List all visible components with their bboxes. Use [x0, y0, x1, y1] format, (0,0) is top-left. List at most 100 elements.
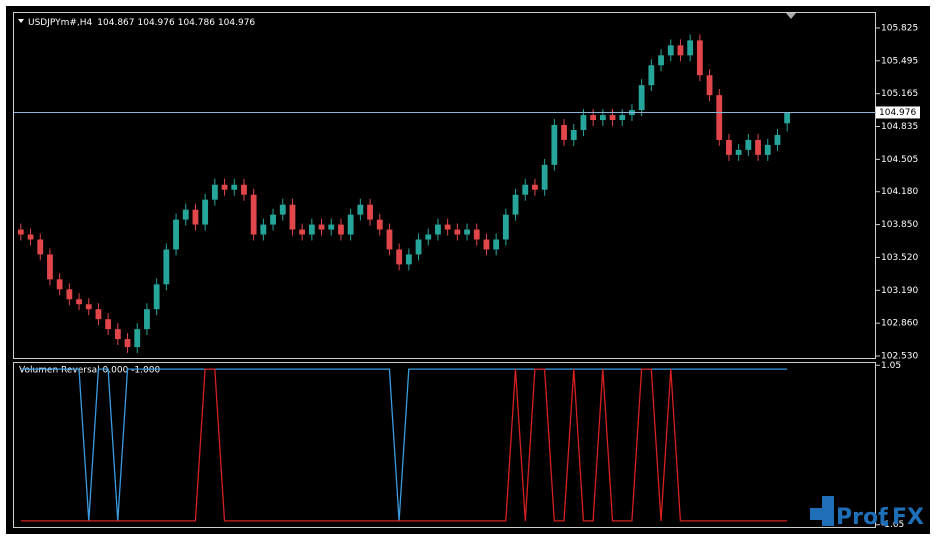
- candle-body: [17, 229, 24, 235]
- symbol-menu-arrow[interactable]: [18, 19, 24, 23]
- candle-body: [124, 339, 131, 348]
- candle-body: [328, 224, 335, 230]
- candle-body: [648, 65, 655, 86]
- candle-body: [464, 229, 470, 235]
- candle-body: [66, 289, 73, 300]
- candle-body: [192, 209, 199, 225]
- candle-body: [405, 254, 412, 265]
- watermark: Prof FX: [810, 496, 924, 530]
- candle-body: [231, 184, 238, 190]
- candle-body: [386, 229, 393, 250]
- candle-body: [687, 40, 694, 56]
- candle-body: [658, 55, 664, 66]
- candle-body: [347, 214, 354, 235]
- candle-body: [299, 229, 306, 235]
- logo-left: Prof: [836, 505, 888, 530]
- candle-body: [338, 224, 344, 235]
- candle-body: [444, 224, 451, 230]
- candle-body: [173, 219, 179, 250]
- candle-body: [95, 309, 102, 320]
- indicator-line: [20, 368, 788, 521]
- candle-body: [250, 194, 257, 235]
- y-tick-label: 103.520: [881, 253, 918, 263]
- candle-body: [755, 139, 761, 155]
- y-tick-label: -1.05: [881, 520, 904, 530]
- candle-body: [241, 184, 247, 195]
- indicator-title: Volumen Reversal 0.000 -1.000: [19, 366, 160, 376]
- candle-body: [726, 139, 732, 155]
- symbol: USDJPYm#,H4: [28, 18, 93, 28]
- indicator-panel-border: [13, 362, 876, 528]
- candle-body: [473, 229, 480, 240]
- candle-body: [609, 115, 616, 121]
- y-tick-label: 102.530: [881, 352, 918, 362]
- candle-body: [153, 284, 160, 310]
- candle-body: [47, 254, 53, 280]
- candle-body: [541, 164, 548, 190]
- main-panel-border: [13, 12, 876, 359]
- candle-body: [454, 229, 461, 235]
- indicator-line: [20, 368, 788, 522]
- y-tick-label: 104.505: [881, 155, 918, 165]
- candle-body: [667, 45, 674, 56]
- candle-body: [735, 149, 742, 155]
- candle-body: [221, 184, 228, 190]
- candle-body: [590, 115, 597, 121]
- low-value: 104.786: [178, 18, 215, 28]
- candle-body: [357, 204, 364, 215]
- candle-body: [570, 129, 577, 140]
- candle-body: [483, 239, 490, 250]
- price-label: 104.976: [879, 108, 916, 118]
- logo-square: [810, 508, 822, 520]
- candle-body: [599, 115, 606, 121]
- candle-body: [163, 249, 170, 285]
- candle-body: [105, 319, 112, 330]
- candle-body: [512, 194, 519, 215]
- candle-body: [716, 95, 723, 140]
- y-tick-label: 105.495: [881, 56, 918, 66]
- y-tick-label: 1.05: [881, 361, 901, 371]
- candle-body: [114, 329, 121, 340]
- high-value: 104.976: [138, 18, 175, 28]
- y-tick-label: 103.850: [881, 220, 918, 230]
- candle-body: [435, 224, 441, 235]
- logo-right: FX: [892, 505, 924, 530]
- y-tick-label: 105.165: [881, 89, 918, 99]
- candle-body: [134, 329, 141, 348]
- candle-body: [677, 45, 684, 56]
- open-value: 104.867: [97, 18, 134, 28]
- candle-body: [396, 249, 403, 265]
- candle-body: [279, 204, 286, 215]
- candle-body: [522, 184, 529, 195]
- y-tick-label: 104.180: [881, 187, 918, 197]
- chart-shift-marker[interactable]: [786, 13, 796, 19]
- candle-body: [745, 139, 752, 150]
- candle-body: [308, 224, 315, 235]
- y-tick-label: 102.860: [881, 319, 918, 329]
- candle-body: [289, 204, 296, 230]
- candle-body: [619, 115, 626, 121]
- candle-body: [56, 279, 63, 290]
- candle-body: [85, 304, 92, 310]
- candle-body: [502, 214, 509, 240]
- candle-body: [638, 85, 645, 111]
- logo-dot: [883, 521, 888, 526]
- candle-body: [561, 125, 567, 140]
- candle-body: [425, 234, 432, 240]
- price-label-box: [876, 106, 920, 119]
- candle-body: [27, 234, 34, 240]
- candle-body: [318, 224, 325, 230]
- candle-body: [76, 299, 82, 305]
- candle-body: [774, 134, 781, 145]
- candle-body: [37, 239, 44, 255]
- candle-body: [764, 144, 771, 155]
- candle-body: [182, 209, 189, 220]
- candle-body: [376, 219, 383, 230]
- candle-body: [532, 184, 538, 190]
- candle-body: [260, 224, 267, 235]
- y-tick-label: 105.825: [881, 23, 918, 33]
- candle-body: [580, 115, 587, 130]
- candle-body: [493, 239, 500, 250]
- candle-body: [706, 75, 713, 96]
